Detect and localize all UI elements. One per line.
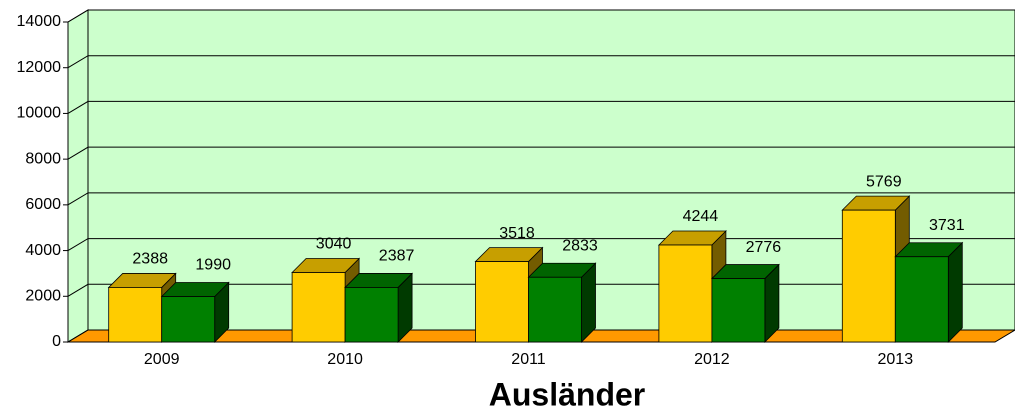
side-wall (67, 9, 89, 343)
y-tick-label: 14000 (17, 13, 62, 30)
bar (711, 278, 766, 343)
y-tick-label: 2000 (25, 288, 61, 305)
bar (658, 244, 713, 343)
bar (291, 272, 346, 343)
x-tick-label: 2011 (511, 351, 546, 368)
y-tick-label: 12000 (17, 59, 62, 76)
bar (344, 287, 399, 343)
y-tick-label: 6000 (25, 196, 61, 213)
value-label: 2388 (132, 251, 168, 268)
x-tick-label: 2010 (327, 351, 363, 368)
grid-line (67, 55, 1015, 69)
x-tick-label: 2009 (144, 351, 180, 368)
bar (475, 261, 529, 343)
x-tick-label: 2013 (878, 351, 914, 368)
value-label: 4244 (683, 208, 719, 225)
grid-line (67, 192, 1015, 206)
y-tick-label: 4000 (25, 242, 61, 259)
grid-line (67, 146, 1015, 160)
bar (894, 256, 949, 343)
value-label: 1990 (195, 257, 231, 274)
bar (841, 209, 896, 343)
value-label: 2833 (562, 237, 598, 254)
value-label: 2776 (746, 239, 782, 256)
x-tick-label: 2012 (694, 351, 730, 368)
value-label: 3040 (316, 236, 352, 253)
value-label: 2387 (379, 248, 415, 265)
grid-line (67, 100, 1015, 114)
chart-title: Ausländer (489, 376, 645, 412)
value-label: 3518 (499, 225, 535, 242)
y-tick-label: 8000 (25, 150, 61, 167)
bar (161, 296, 216, 343)
bar (528, 276, 582, 343)
value-label: 5769 (866, 173, 902, 190)
y-tick-label: 0 (52, 333, 61, 350)
y-tick-label: 10000 (17, 105, 62, 122)
bar (108, 287, 163, 343)
bar-side (947, 241, 963, 343)
grid-line (67, 9, 1015, 23)
value-label: 3731 (929, 217, 965, 234)
